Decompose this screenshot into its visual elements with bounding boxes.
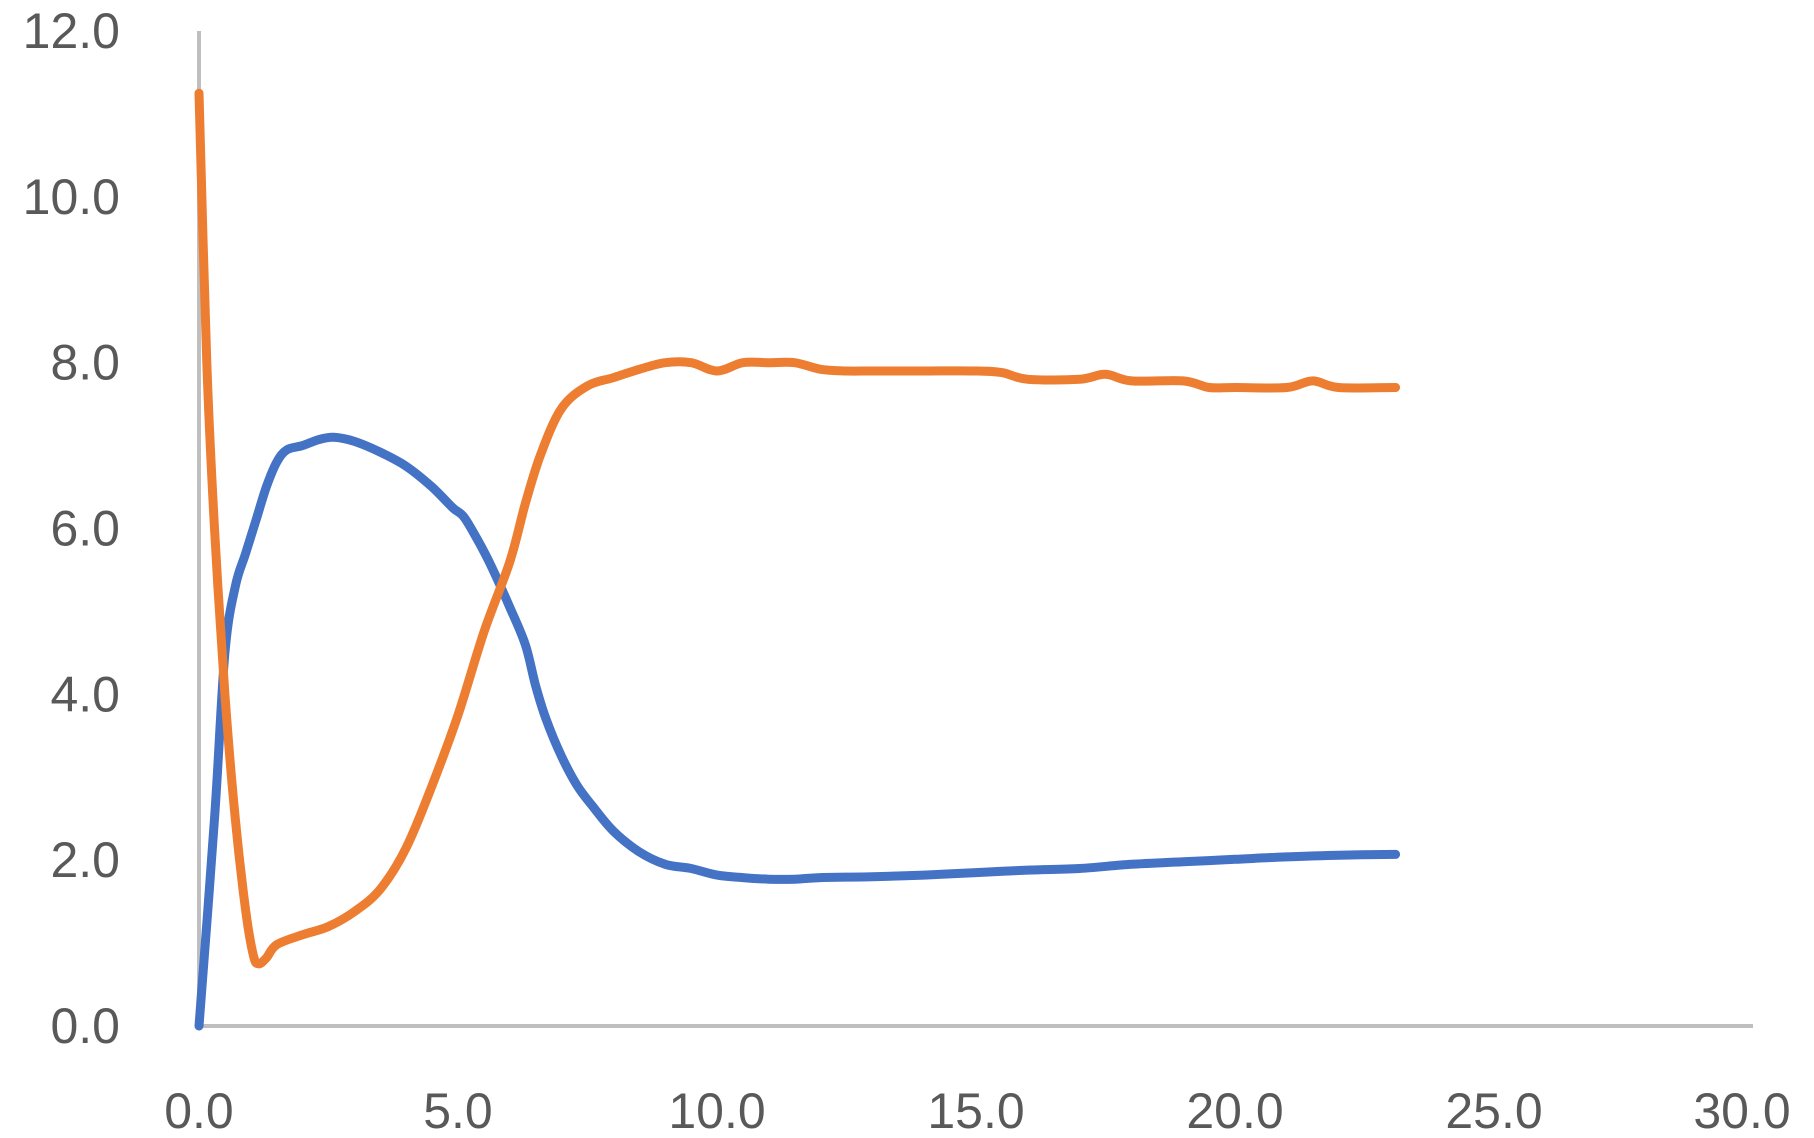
y-tick-label: 8.0	[50, 335, 120, 391]
x-tick-labels: 0.0 5.0 10.0 15.0 20.0 25.0 30.0	[164, 1083, 1790, 1138]
series-line-1	[194, 432, 1401, 1031]
y-tick-labels: 0.0 2.0 4.0 6.0 8.0 10.0 12.0	[23, 3, 120, 1054]
y-tick-label: 6.0	[50, 501, 120, 557]
y-tick-label: 12.0	[23, 3, 120, 59]
y-tick-label: 10.0	[23, 169, 120, 225]
x-tick-label: 20.0	[1186, 1083, 1283, 1138]
series-line-2	[194, 88, 1401, 969]
y-tick-label: 4.0	[50, 666, 120, 722]
y-tick-label: 2.0	[50, 832, 120, 888]
x-tick-label: 0.0	[164, 1083, 234, 1138]
y-tick-label: 0.0	[50, 998, 120, 1054]
x-tick-label: 10.0	[668, 1083, 765, 1138]
x-tick-label: 25.0	[1445, 1083, 1542, 1138]
series-lines	[194, 88, 1401, 1031]
x-tick-label: 5.0	[423, 1083, 493, 1138]
x-tick-label: 30.0	[1693, 1083, 1790, 1138]
x-tick-label: 15.0	[927, 1083, 1024, 1138]
